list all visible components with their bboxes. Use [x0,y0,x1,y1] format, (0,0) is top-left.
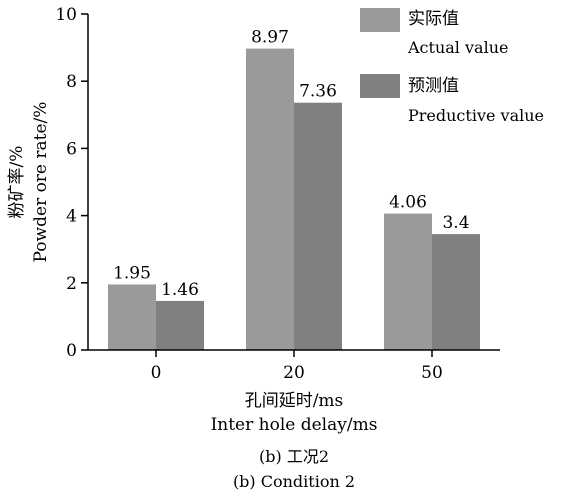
y-axis-label-cn: 粉矿率/% [7,146,27,219]
bar-predicted [432,234,480,350]
y-tick-label: 8 [66,72,77,92]
bar-actual [246,48,294,350]
x-tick-label: 20 [283,363,305,383]
bar-predicted [294,102,342,350]
legend-label-predicted-en: Preductive value [408,106,544,125]
x-tick-label: 0 [151,363,162,383]
x-axis-label-en: Inter hole delay/ms [211,415,378,435]
y-ticks-layer: 0 2 4 6 8 10 [55,5,88,361]
y-tick-label: 6 [66,139,77,159]
value-labels-layer: 1.95 8.97 4.06 1.46 7.36 3.4 [113,28,469,300]
bar-value-label: 1.46 [161,280,199,300]
y-tick-label: 4 [66,207,77,227]
x-tick-label: 50 [421,363,443,383]
bars-layer [108,48,480,350]
bar-predicted [156,300,204,350]
caption-cn: (b) 工况2 [259,447,329,466]
legend: 实际值 Actual value 预测值 Preductive value [360,8,544,125]
bar-actual [384,213,432,350]
bar-value-label: 1.95 [113,263,151,283]
y-tick-label: 2 [66,274,77,294]
bar-value-label: 4.06 [389,193,427,213]
x-axis-label-cn: 孔间延时/ms [245,391,344,411]
bar-value-label: 8.97 [251,28,289,48]
bar-value-label: 7.36 [299,82,337,102]
x-ticks-layer: 0 20 50 [151,350,443,383]
bar-value-label: 3.4 [442,213,469,233]
legend-label-predicted-cn: 预测值 [408,76,459,96]
y-tick-label: 10 [55,5,77,25]
legend-swatch-predicted [360,74,400,98]
y-axis-label-en: Powder ore rate/% [31,102,51,263]
legend-label-actual-cn: 实际值 [408,9,459,29]
bar-actual [108,284,156,350]
caption-en: (b) Condition 2 [233,472,355,491]
legend-label-actual-en: Actual value [407,38,508,57]
y-tick-label: 0 [66,341,77,361]
legend-swatch-actual [360,8,400,32]
